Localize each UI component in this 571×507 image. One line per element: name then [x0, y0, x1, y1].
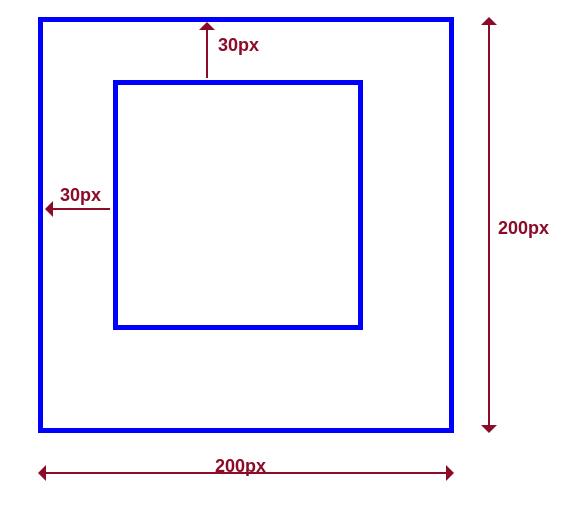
inner-square: [113, 80, 363, 330]
top-offset-arrow-line: [206, 30, 208, 78]
width-dimension-label: 200px: [215, 456, 266, 477]
top-offset-label: 30px: [218, 35, 259, 56]
diagram-canvas: 30px 30px 200px 200px: [0, 0, 571, 507]
height-dimension-line: [488, 25, 490, 425]
arrow-right-icon: [446, 465, 454, 481]
height-dimension-label: 200px: [498, 218, 549, 239]
left-offset-arrow-line: [53, 208, 110, 210]
arrow-left-icon: [45, 201, 53, 217]
arrow-up-icon: [199, 22, 215, 30]
arrow-down-icon: [481, 425, 497, 433]
left-offset-label: 30px: [60, 185, 101, 206]
arrow-left-icon: [38, 465, 46, 481]
arrow-up-icon: [481, 17, 497, 25]
